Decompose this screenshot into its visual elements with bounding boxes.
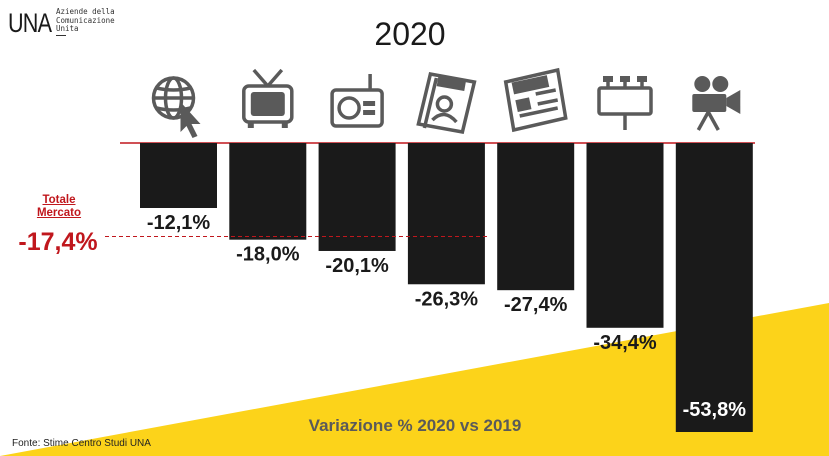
- bar-value-label: -34,4%: [593, 332, 657, 354]
- total-market-label-line: Totale: [42, 194, 76, 206]
- logo-tagline-line: Unita: [56, 24, 79, 33]
- total-market-label-line: Mercato: [36, 207, 82, 219]
- bar: [586, 143, 664, 328]
- source-note: Fonte: Stime Centro Studi UNA: [12, 438, 151, 449]
- total-market-value: -17,4%: [18, 228, 98, 256]
- bar-value-label: -20,1%: [325, 255, 389, 277]
- bar-value-label: -27,4%: [504, 294, 568, 316]
- bar: [140, 143, 217, 208]
- magazine-icon: [416, 71, 477, 135]
- bar: [675, 143, 753, 432]
- internet-icon: [151, 76, 201, 138]
- bar: [497, 143, 575, 291]
- bar-value-label: -12,1%: [147, 212, 211, 234]
- cinema-camera-icon: [692, 76, 741, 131]
- bar-value-label: -53,8%: [683, 399, 747, 421]
- bar: [318, 143, 396, 251]
- logo-tagline-line: Aziende della: [56, 7, 115, 16]
- total-market-label: Totale Mercato: [20, 194, 98, 220]
- chart-subtitle: Variazione % 2020 vs 2019: [308, 416, 522, 435]
- newspaper-icon: [503, 67, 568, 133]
- billboard-icon: [597, 76, 653, 130]
- radio-icon: [330, 74, 384, 128]
- logo-divider: [56, 35, 66, 36]
- una-logo: UNA: [8, 8, 52, 38]
- bar-value-label: -26,3%: [415, 288, 479, 310]
- logo-tagline-line: Comunicazione: [56, 15, 115, 25]
- bar: [407, 143, 485, 285]
- chart-title: 2020: [374, 16, 446, 52]
- logo-tagline: Aziende della Comunicazione Unita: [56, 7, 115, 34]
- tv-icon: [242, 68, 294, 128]
- bar-value-label: -18,0%: [236, 244, 300, 266]
- bar: [229, 143, 307, 240]
